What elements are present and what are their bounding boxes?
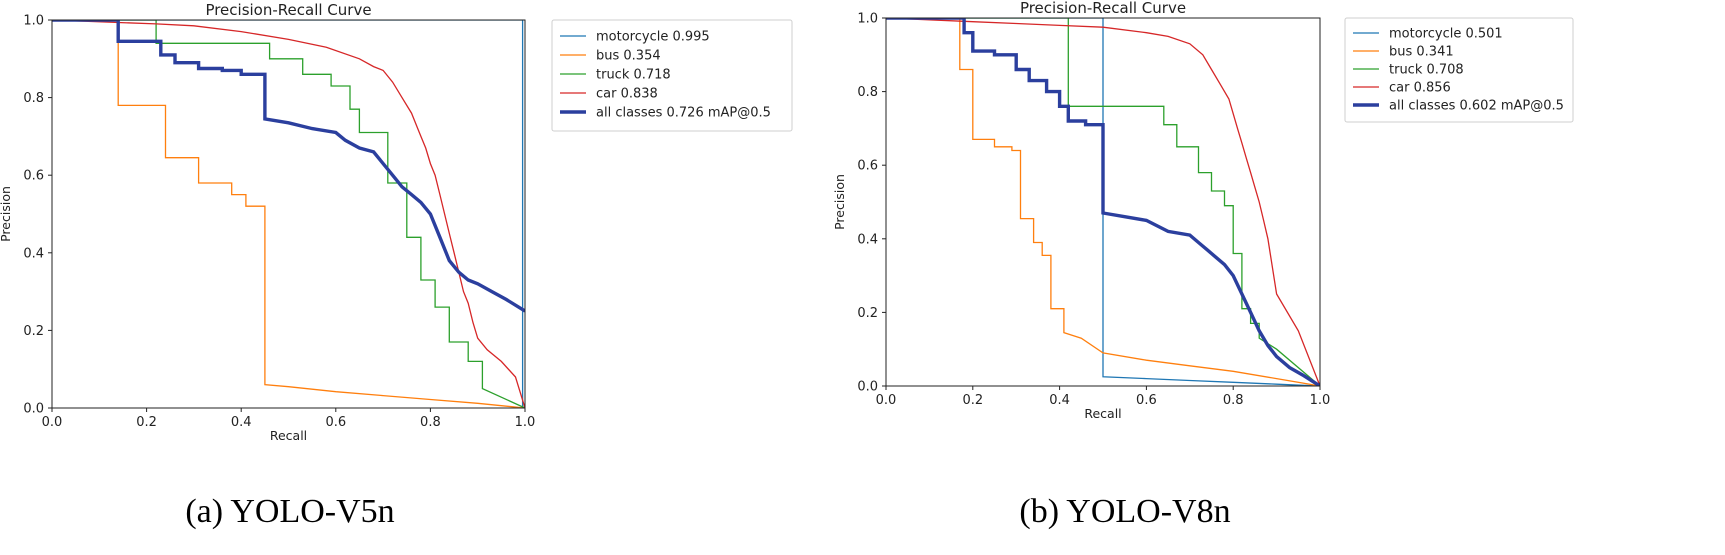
x-tick-label: 0.6	[325, 415, 346, 430]
y-tick-label: 0.2	[857, 306, 878, 321]
y-tick-label: 0.0	[857, 380, 878, 395]
x-tick-label: 0.8	[1223, 393, 1244, 408]
legend-box	[551, 19, 793, 132]
subfigure-caption: (a) YOLO-V5n	[185, 493, 394, 530]
y-tick-label: 0.6	[857, 159, 878, 174]
legend-label: car 0.838	[596, 87, 658, 102]
y-tick-label: 1.0	[857, 12, 878, 27]
x-tick-label: 0.0	[876, 393, 897, 408]
chart-title: Precision-Recall Curve	[1020, 0, 1186, 17]
y-tick-label: 0.4	[23, 246, 44, 261]
x-tick-label: 1.0	[515, 415, 536, 430]
y-tick-label: 0.8	[23, 91, 44, 106]
series-line-all	[886, 18, 1320, 386]
subfigure-caption: (b) YOLO-V8n	[1019, 493, 1230, 530]
series-line-all	[52, 20, 525, 313]
y-tick-label: 1.0	[23, 14, 44, 29]
y-axis-label: Precision	[832, 174, 847, 230]
chart-2: Precision-Recall Curve 0.0 0.2 0.4 0.6 0.8 1.0…	[832, 0, 1574, 530]
legend-label: truck 0.718	[596, 68, 671, 83]
series-line-motorcycle	[886, 18, 1320, 386]
legend-label: all classes 0.726 mAP@0.5	[596, 106, 771, 121]
x-tick-label: 0.4	[231, 415, 252, 430]
chart-1: Precision-Recall Curve 0.0 0.2 0.4 0.6 0.8 1.0…	[0, 1, 793, 530]
x-tick-label: 0.8	[420, 415, 441, 430]
y-axis-label: Precision	[0, 186, 13, 242]
legend-label: truck 0.708	[1389, 63, 1464, 78]
plot-frame	[885, 17, 1321, 387]
x-tick-label: 0.0	[42, 415, 63, 430]
legend-label: car 0.856	[1389, 81, 1451, 96]
x-axis-label: Recall	[270, 428, 307, 443]
y-tick-label: 0.0	[23, 402, 44, 417]
series-line-bus	[886, 18, 1320, 386]
x-tick-label: 0.4	[1049, 393, 1070, 408]
legend-label: motorcycle 0.501	[1389, 27, 1503, 42]
y-tick-label: 0.2	[23, 324, 44, 339]
series-line-car	[886, 18, 1320, 386]
x-tick-label: 0.2	[136, 415, 157, 430]
chart-title: Precision-Recall Curve	[205, 1, 371, 19]
x-tick-label: 0.2	[962, 393, 983, 408]
x-axis-label: Recall	[1084, 406, 1121, 421]
y-tick-label: 0.8	[857, 85, 878, 100]
legend-box	[1344, 17, 1574, 123]
plot-frame	[51, 19, 526, 409]
series-line-motorcycle	[52, 20, 525, 408]
plot-area	[52, 20, 525, 408]
series-line-bus	[52, 20, 525, 408]
x-tick-label: 1.0	[1310, 393, 1331, 408]
series-line-truck	[886, 18, 1320, 386]
legend-label: bus 0.341	[1389, 45, 1454, 60]
series-line-truck	[52, 20, 525, 408]
legend-label: motorcycle 0.995	[596, 30, 710, 45]
y-tick-label: 0.4	[857, 232, 878, 247]
y-tick-label: 0.6	[23, 169, 44, 184]
legend-label: bus 0.354	[596, 49, 661, 64]
legend-label: all classes 0.602 mAP@0.5	[1389, 99, 1564, 114]
x-tick-label: 0.6	[1136, 393, 1157, 408]
plot-area	[886, 18, 1320, 386]
series-line-car	[52, 20, 525, 408]
